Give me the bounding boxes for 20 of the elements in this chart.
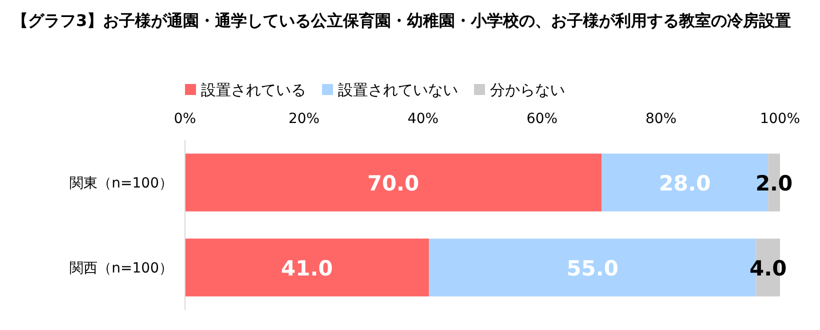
data-label: 55.0 xyxy=(566,256,618,280)
y-tick-label: 関西（n=100） xyxy=(70,260,173,276)
x-tick-label: 0% xyxy=(174,111,196,127)
data-label: 41.0 xyxy=(281,256,333,280)
x-tick-label: 80% xyxy=(645,111,677,127)
bar xyxy=(185,238,429,296)
y-tick-label: 関東（n=100） xyxy=(70,176,173,192)
legend-label: 設置されていない xyxy=(338,81,458,99)
x-tick-label: 100% xyxy=(760,111,800,127)
data-label: 70.0 xyxy=(367,172,420,196)
x-tick-label: 60% xyxy=(526,111,558,127)
x-tick-label: 20% xyxy=(288,111,320,127)
data-label: 28.0 xyxy=(658,172,711,196)
data-label: 4.0 xyxy=(750,256,787,280)
legend-label: 分からない xyxy=(490,81,565,99)
x-tick-label: 40% xyxy=(407,111,439,127)
legend-label: 設置されている xyxy=(201,81,306,99)
data-label: 2.0 xyxy=(755,172,793,196)
bar xyxy=(185,154,602,212)
chart-title: 【グラフ3】お子様が通園・通学している公立保育園・幼稚園・小学校の、お子様が利用する教室の冷房設置 xyxy=(12,10,792,32)
